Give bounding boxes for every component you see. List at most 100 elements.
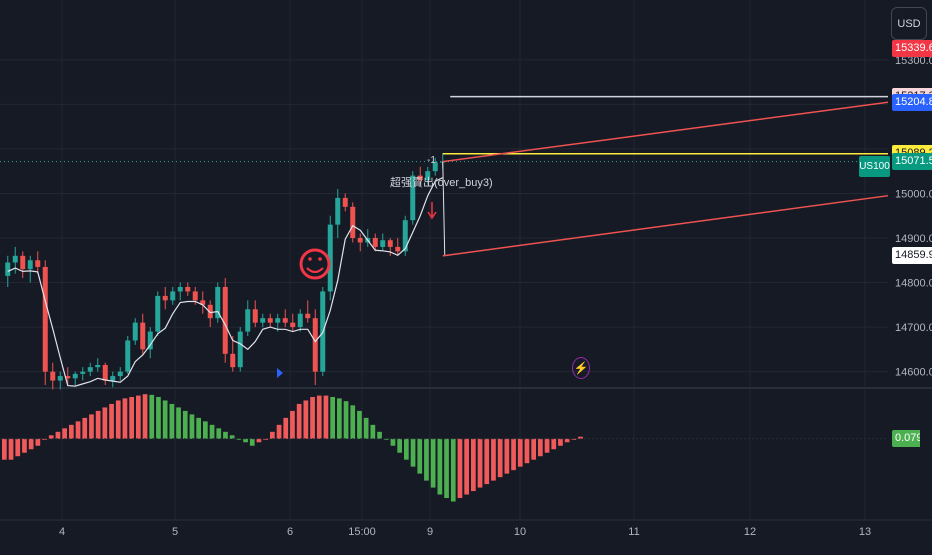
histogram-bar <box>169 403 175 439</box>
candle-body <box>27 260 33 270</box>
histogram-bar <box>538 438 543 457</box>
x-tick-label: 10 <box>514 526 526 538</box>
histogram-bar <box>122 398 128 439</box>
histogram-bar <box>142 394 148 439</box>
histogram-bar <box>216 428 222 439</box>
trend-line-1 <box>442 194 889 257</box>
histogram-bar <box>471 438 476 492</box>
candle-body <box>387 240 393 247</box>
candle-body <box>170 291 176 301</box>
candle-body <box>192 291 198 301</box>
histogram-value-label: 0.079 <box>892 429 920 447</box>
histogram-bar <box>517 438 523 467</box>
histogram-bar <box>35 438 41 446</box>
candle-body <box>65 376 71 379</box>
histogram-bar <box>417 438 423 474</box>
candle-body <box>50 371 56 381</box>
candle-body <box>80 371 86 374</box>
y-tick-label: 14900.0 <box>895 233 932 245</box>
candle-body <box>237 331 243 368</box>
histogram-bar <box>182 410 188 439</box>
candle-body <box>267 318 273 323</box>
candle-body <box>20 255 26 270</box>
price-label-4: 15071.5 <box>892 153 932 171</box>
histogram-bar <box>504 438 510 474</box>
candle-body <box>402 220 408 252</box>
y-tick-label: 14700.0 <box>895 322 932 334</box>
candle-body <box>147 331 153 350</box>
symbol-tag: US100 <box>859 156 890 177</box>
histogram-bar <box>75 421 81 439</box>
x-tick-label: 4 <box>59 526 65 538</box>
histogram-bar <box>437 438 443 495</box>
candle-body <box>125 340 131 372</box>
candle-body <box>350 206 356 238</box>
buy-marker-icon <box>277 368 283 378</box>
histogram-bar <box>8 438 14 460</box>
signal-label: 超强賣出(over_buy3) <box>390 175 493 189</box>
x-tick-label: 11 <box>628 526 639 538</box>
candle-body <box>312 318 318 372</box>
histogram-bar <box>223 431 228 439</box>
candle-body <box>432 162 438 172</box>
histogram-bar <box>330 396 335 439</box>
histogram-bar <box>410 438 416 467</box>
histogram-bar <box>290 410 295 439</box>
candle-body <box>102 364 108 381</box>
indicator-line <box>7 177 444 387</box>
histogram-bar <box>303 400 309 439</box>
candle-body <box>222 287 228 354</box>
candle-body <box>155 295 161 332</box>
candle-body <box>290 322 296 328</box>
candle-body <box>372 238 378 247</box>
histogram-bar <box>189 414 195 439</box>
histogram-bar <box>551 438 557 450</box>
histogram-bar <box>156 396 161 439</box>
price-label-0: 15339.6 <box>892 40 932 57</box>
candle-body <box>305 313 311 319</box>
candle-body <box>425 171 431 181</box>
candle-body <box>95 364 101 368</box>
histogram-bar <box>397 438 402 453</box>
histogram-bar <box>2 438 7 460</box>
candle-body <box>207 304 213 319</box>
histogram-bar <box>424 438 429 481</box>
histogram-bar <box>531 438 536 460</box>
y-tick-label: 14800.0 <box>895 278 932 290</box>
histogram-bar <box>176 407 181 439</box>
histogram-bar <box>296 403 302 439</box>
smiley-icon <box>299 248 331 280</box>
histogram-bar <box>95 410 101 439</box>
candle-body <box>57 376 63 381</box>
histogram-bar <box>256 438 262 443</box>
histogram-bar <box>337 398 342 439</box>
histogram-bar <box>450 438 456 502</box>
histogram-bar <box>15 438 21 457</box>
histogram-bar <box>69 424 74 439</box>
histogram-bar <box>350 405 356 439</box>
histogram-bar <box>430 438 436 488</box>
candle-body <box>327 224 333 292</box>
candle-body <box>110 376 116 381</box>
histogram-bar <box>89 414 94 439</box>
histogram-bar <box>544 438 550 453</box>
candle-body <box>275 318 281 323</box>
currency-button[interactable]: USD <box>891 7 927 40</box>
histogram-bar <box>444 438 449 499</box>
histogram-bars <box>2 394 583 502</box>
lightning-event-icon[interactable]: ⚡ <box>572 357 590 379</box>
histogram-bar <box>343 401 349 439</box>
histogram-bar <box>270 431 275 439</box>
histogram-bar <box>22 438 27 453</box>
histogram-bar <box>109 403 114 439</box>
histogram-bar <box>129 396 134 439</box>
histogram-bar <box>524 438 530 464</box>
histogram-bar <box>477 438 483 488</box>
candle-body <box>132 322 138 341</box>
histogram-bar <box>564 438 570 443</box>
x-tick-label: 12 <box>744 526 756 538</box>
histogram-bar <box>370 424 376 439</box>
candle-body <box>342 197 348 207</box>
